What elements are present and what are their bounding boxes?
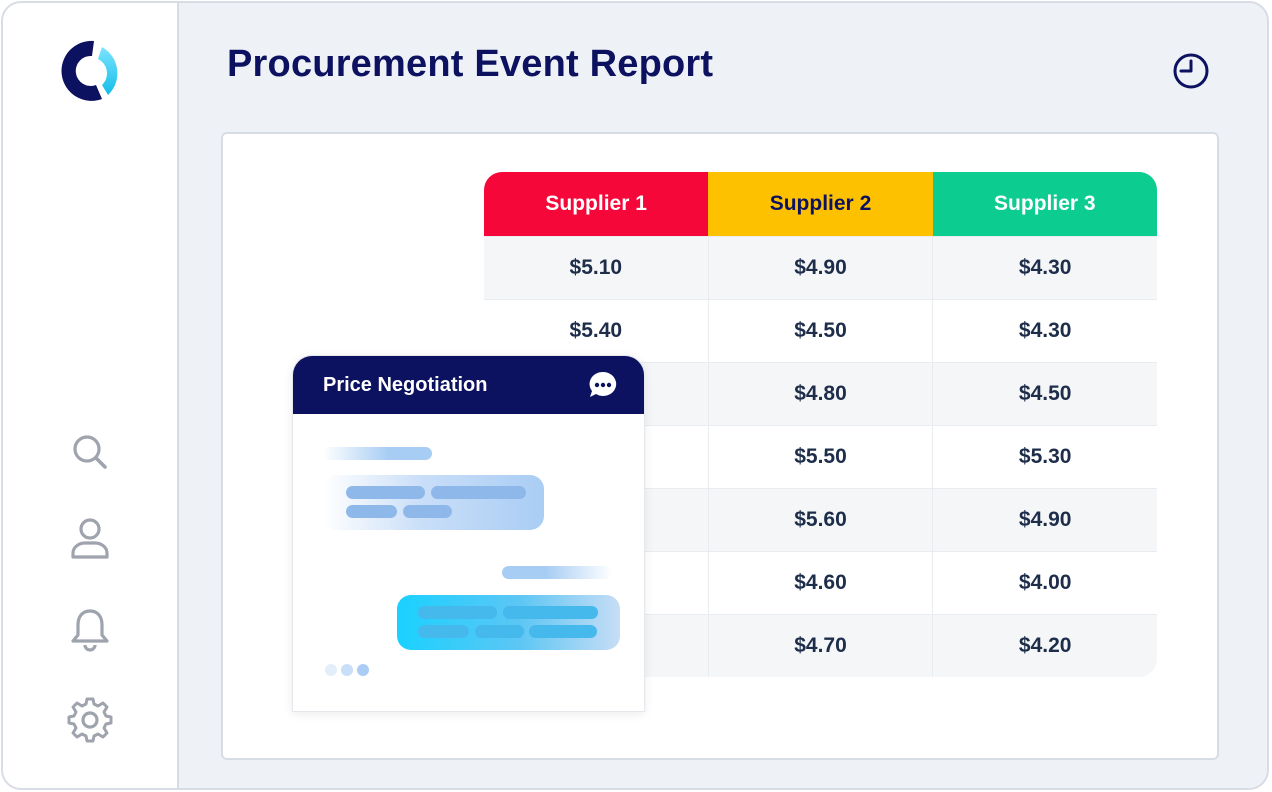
page-title: Procurement Event Report — [227, 43, 714, 85]
table-cell: $4.20 — [932, 615, 1157, 677]
typing-indicator-icon — [325, 664, 369, 676]
price-negotiation-chat[interactable]: Price Negotiation — [292, 355, 645, 712]
header-supplier-2[interactable]: Supplier 2 — [708, 172, 933, 236]
table-cell: $4.90 — [932, 489, 1157, 551]
table-cell: $4.00 — [932, 552, 1157, 614]
message-text-placeholder — [418, 606, 497, 619]
header-supplier-3[interactable]: Supplier 3 — [932, 172, 1157, 236]
message-text-placeholder — [503, 606, 598, 619]
table-row: $5.40 $4.50 $4.30 — [484, 299, 1157, 362]
chat-bubble-icon[interactable] — [588, 370, 618, 400]
chat-header: Price Negotiation — [293, 356, 644, 414]
message-text-placeholder — [418, 625, 469, 638]
table-cell: $4.30 — [932, 237, 1157, 299]
outgoing-message-bubble — [397, 595, 620, 650]
table-cell: $5.10 — [569, 256, 623, 279]
table-cell: $4.50 — [932, 363, 1157, 425]
message-meta-placeholder — [323, 447, 432, 460]
message-text-placeholder — [529, 625, 597, 638]
table-row: $5.10 $4.90 $4.30 — [484, 236, 1157, 299]
message-text-placeholder — [475, 625, 524, 638]
bell-icon[interactable] — [67, 606, 113, 652]
user-icon[interactable] — [67, 515, 113, 561]
gear-icon[interactable] — [67, 697, 113, 743]
table-cell: $4.70 — [707, 615, 933, 677]
table-header: Supplier 1 Supplier 2 Supplier 3 — [484, 172, 1157, 236]
table-cell: $4.50 — [707, 300, 933, 362]
table-cell: $5.40 — [569, 319, 623, 342]
table-cell: $4.60 — [707, 552, 933, 614]
message-text-placeholder — [431, 486, 526, 499]
chat-title: Price Negotiation — [323, 373, 488, 396]
table-cell: $4.80 — [707, 363, 933, 425]
sidebar — [3, 3, 179, 788]
table-cell: $5.60 — [707, 489, 933, 551]
table-cell: $5.30 — [932, 426, 1157, 488]
message-text-placeholder — [346, 486, 425, 499]
search-icon[interactable] — [67, 429, 113, 475]
message-text-placeholder — [403, 505, 452, 518]
incoming-message-bubble — [323, 475, 544, 530]
table-cell: $4.90 — [707, 237, 933, 299]
clock-icon[interactable] — [1171, 51, 1211, 91]
table-cell: $5.50 — [707, 426, 933, 488]
table-cell: $4.30 — [932, 300, 1157, 362]
header-supplier-1[interactable]: Supplier 1 — [484, 172, 709, 236]
message-meta-placeholder — [502, 566, 612, 579]
message-text-placeholder — [346, 505, 397, 518]
logo-icon — [61, 40, 118, 101]
